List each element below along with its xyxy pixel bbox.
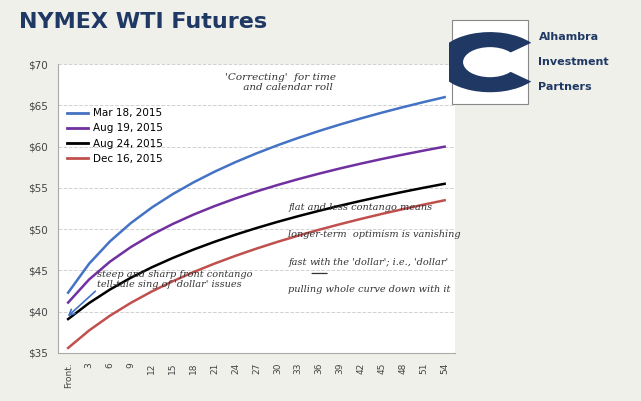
Line: Mar 18, 2015: Mar 18, 2015 (68, 97, 445, 293)
Bar (453, 20, 528, 104)
Dec 16, 2015 (274, 239, 281, 244)
Line: Dec 16, 2015: Dec 16, 2015 (68, 200, 445, 348)
Circle shape (463, 47, 517, 77)
Dec 16, 2015 (294, 233, 302, 238)
Dec 16, 2015 (190, 269, 197, 274)
Mar 18, 2015 (211, 169, 219, 174)
Dec 16, 2015 (64, 346, 72, 350)
Legend: Mar 18, 2015, Aug 19, 2015, Aug 24, 2015, Dec 16, 2015: Mar 18, 2015, Aug 19, 2015, Aug 24, 2015… (63, 104, 167, 168)
Mar 18, 2015 (148, 205, 156, 210)
Mar 18, 2015 (85, 261, 93, 266)
Aug 19, 2015 (274, 183, 281, 188)
Aug 24, 2015 (169, 255, 176, 260)
Aug 19, 2015 (169, 222, 176, 227)
Text: NYMEX WTI Futures: NYMEX WTI Futures (19, 12, 267, 32)
Text: 'Correcting'  for time
     and calendar roll: 'Correcting' for time and calendar roll (225, 73, 336, 92)
Mar 18, 2015 (378, 110, 386, 115)
Dec 16, 2015 (127, 300, 135, 305)
Aug 19, 2015 (378, 157, 386, 162)
Aug 19, 2015 (399, 152, 406, 157)
Aug 24, 2015 (294, 214, 302, 219)
Line: Aug 19, 2015: Aug 19, 2015 (68, 147, 445, 303)
Aug 24, 2015 (148, 265, 156, 270)
Dec 16, 2015 (441, 198, 449, 203)
Text: with: with (309, 257, 331, 267)
Aug 24, 2015 (190, 247, 197, 252)
Aug 24, 2015 (378, 194, 386, 198)
Mar 18, 2015 (294, 136, 302, 140)
Aug 24, 2015 (106, 287, 114, 292)
Dec 16, 2015 (253, 246, 260, 251)
Mar 18, 2015 (357, 116, 365, 121)
Aug 24, 2015 (231, 232, 239, 237)
Dec 16, 2015 (378, 211, 386, 216)
Aug 24, 2015 (337, 203, 344, 208)
Aug 19, 2015 (85, 277, 93, 282)
Text: longer-term  optimism is vanishing: longer-term optimism is vanishing (288, 230, 461, 239)
Mar 18, 2015 (274, 143, 281, 148)
Dec 16, 2015 (85, 328, 93, 333)
Text: pulling whole curve down with it: pulling whole curve down with it (288, 285, 451, 294)
Aug 24, 2015 (127, 275, 135, 280)
Aug 19, 2015 (357, 161, 365, 166)
Aug 24, 2015 (420, 185, 428, 190)
Dec 16, 2015 (148, 289, 156, 294)
Dec 16, 2015 (169, 279, 176, 284)
Dec 16, 2015 (231, 253, 239, 258)
Mar 18, 2015 (315, 129, 323, 134)
Aug 24, 2015 (211, 239, 219, 244)
Dec 16, 2015 (399, 207, 406, 212)
Dec 16, 2015 (420, 202, 428, 207)
Aug 19, 2015 (315, 171, 323, 176)
Mar 18, 2015 (253, 151, 260, 156)
Aug 19, 2015 (441, 144, 449, 149)
Wedge shape (436, 32, 531, 92)
Text: Investment: Investment (538, 57, 609, 67)
Mar 18, 2015 (106, 239, 114, 244)
Aug 24, 2015 (253, 226, 260, 231)
Aug 19, 2015 (106, 259, 114, 264)
Aug 19, 2015 (294, 177, 302, 182)
Mar 18, 2015 (64, 290, 72, 295)
Dec 16, 2015 (211, 261, 219, 266)
Aug 24, 2015 (315, 209, 323, 213)
Text: fast: fast (288, 257, 310, 267)
Aug 19, 2015 (420, 148, 428, 153)
Aug 19, 2015 (127, 245, 135, 249)
Aug 24, 2015 (399, 190, 406, 194)
Mar 18, 2015 (190, 180, 197, 185)
Mar 18, 2015 (441, 95, 449, 99)
Aug 24, 2015 (357, 198, 365, 203)
Text: Partners: Partners (538, 82, 592, 92)
Text: Alhambra: Alhambra (538, 32, 599, 42)
Aug 19, 2015 (253, 189, 260, 194)
Dec 16, 2015 (357, 217, 365, 221)
Aug 19, 2015 (231, 196, 239, 201)
Aug 24, 2015 (85, 301, 93, 306)
Text: steep and sharp front contango
tell-tale sing of 'dollar' issues: steep and sharp front contango tell-tale… (97, 270, 253, 290)
Line: Aug 24, 2015: Aug 24, 2015 (68, 184, 445, 319)
Aug 19, 2015 (190, 212, 197, 217)
Aug 19, 2015 (148, 232, 156, 237)
Mar 18, 2015 (399, 105, 406, 109)
Aug 19, 2015 (211, 204, 219, 209)
Aug 19, 2015 (64, 300, 72, 305)
Aug 19, 2015 (337, 166, 344, 171)
Mar 18, 2015 (420, 100, 428, 105)
Text: flat and less contango means: flat and less contango means (288, 203, 432, 212)
Aug 24, 2015 (274, 219, 281, 224)
Dec 16, 2015 (315, 227, 323, 232)
Mar 18, 2015 (169, 192, 176, 196)
Aug 24, 2015 (64, 317, 72, 322)
Mar 18, 2015 (231, 160, 239, 164)
Dec 16, 2015 (106, 313, 114, 318)
Text: the 'dollar'; i.e., 'dollar': the 'dollar'; i.e., 'dollar' (330, 257, 448, 267)
Dec 16, 2015 (337, 222, 344, 227)
Aug 24, 2015 (441, 181, 449, 186)
Mar 18, 2015 (337, 122, 344, 127)
Mar 18, 2015 (127, 221, 135, 225)
